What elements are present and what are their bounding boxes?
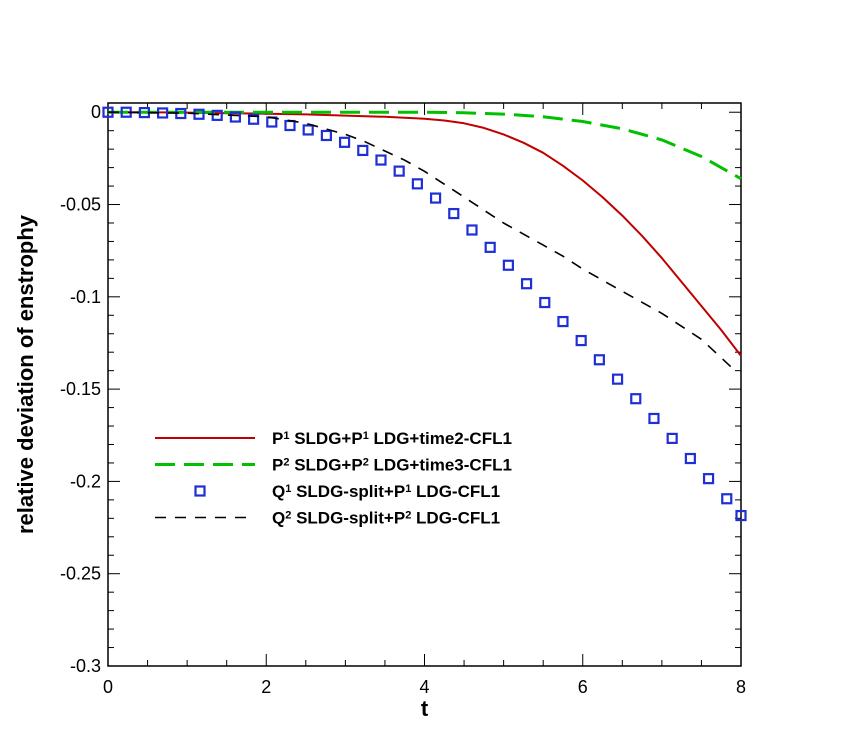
legend-entry: Q2 SLDG-split+P2 LDG-CFL1 <box>155 509 500 528</box>
plot-frame <box>107 102 742 667</box>
legend-text-part: LDG-CFL1 <box>411 509 500 528</box>
data-point <box>411 178 423 190</box>
legend-text-part: P <box>272 456 283 475</box>
x-tick-label: 2 <box>261 677 271 697</box>
data-point <box>630 393 642 405</box>
legend-superscript: 1 <box>405 483 411 495</box>
legend-text-part: SLDG-split+P <box>291 509 405 528</box>
data-point <box>721 493 733 505</box>
data-point <box>575 334 587 347</box>
data-point <box>557 315 569 328</box>
legend-entry: P1 SLDG+P1 LDG+time2-CFL1 <box>155 429 512 448</box>
legend-superscript: 1 <box>285 483 291 495</box>
y-tick-label: -0.15 <box>60 379 101 399</box>
legend-label: Q1 SLDG-split+P1 LDG-CFL1 <box>272 482 500 501</box>
data-point <box>393 165 405 177</box>
data-point <box>211 109 223 121</box>
data-point <box>484 241 496 253</box>
legend-text-part: P <box>272 429 283 448</box>
legend-entry: Q1 SLDG-split+P1 LDG-CFL1 <box>194 482 500 501</box>
data-point <box>375 154 387 166</box>
data-point <box>320 129 332 142</box>
y-tick-label: 0 <box>91 102 101 122</box>
data-point <box>429 192 442 204</box>
x-tick-label: 0 <box>103 677 113 697</box>
data-point <box>611 373 624 385</box>
data-point <box>539 296 551 309</box>
legend-superscript: 1 <box>283 430 289 442</box>
data-point <box>229 111 241 123</box>
data-point <box>357 144 369 157</box>
data-point <box>684 452 696 465</box>
legend-text-part: SLDG-split+P <box>291 482 405 501</box>
legend-text-part: SLDG+P <box>289 429 362 448</box>
legend-superscript: 2 <box>285 510 291 522</box>
data-point <box>284 119 296 132</box>
data-point <box>648 412 660 425</box>
x-axis-title: t <box>421 696 429 721</box>
legend-label: P1 SLDG+P1 LDG+time2-CFL1 <box>272 429 512 448</box>
data-point <box>735 509 747 522</box>
y-tick-label: -0.05 <box>60 195 101 215</box>
axis-ticks <box>107 103 742 667</box>
data-point <box>593 354 605 366</box>
tick-labels: 0 2 4 6 8 0 -0.05 -0.1 -0.15 -0.2 -0.25 -0.3 <box>60 102 746 697</box>
legend-text-part: LDG+time3-CFL1 <box>369 456 512 475</box>
legend-superscript: 1 <box>363 430 369 442</box>
legend-label: P2 SLDG+P2 LDG+time3-CFL1 <box>272 456 512 475</box>
x-tick-label: 4 <box>419 677 429 697</box>
series-line <box>107 111 734 370</box>
legend-text-part: Q <box>272 509 285 528</box>
legend-label: Q2 SLDG-split+P2 LDG-CFL1 <box>272 509 500 528</box>
legend-superscript: 2 <box>283 457 289 469</box>
legend-superscript: 2 <box>405 510 411 522</box>
legend-text-part: LDG+time2-CFL1 <box>369 429 512 448</box>
series-line <box>108 110 742 181</box>
series-1 <box>108 111 742 357</box>
y-tick-label: -0.1 <box>70 287 101 307</box>
legend-text-part: SLDG+P <box>289 456 362 475</box>
series-layer <box>102 106 747 522</box>
x-tick-label: 8 <box>736 677 746 697</box>
series-3 <box>102 106 747 522</box>
data-point <box>338 136 351 148</box>
y-tick-label: -0.2 <box>70 471 101 491</box>
y-tick-label: -0.25 <box>60 564 101 584</box>
legend-superscript: 2 <box>363 457 369 469</box>
data-point <box>302 124 314 136</box>
data-point <box>702 473 715 485</box>
legend-entry: P2 SLDG+P2 LDG+time3-CFL1 <box>155 456 512 475</box>
series-4 <box>107 111 734 370</box>
x-tick-label: 6 <box>578 677 588 697</box>
data-point <box>502 259 514 271</box>
data-point <box>247 113 260 125</box>
data-point <box>520 278 533 290</box>
y-axis-title: relative deviation of enstrophy <box>13 214 38 534</box>
data-point <box>466 224 478 236</box>
legend-text-part: Q <box>272 482 285 501</box>
series-line <box>108 111 742 357</box>
legend-text-part: LDG-CFL1 <box>411 482 500 501</box>
series-2 <box>108 110 742 181</box>
legend-marker <box>194 485 206 497</box>
data-point <box>448 207 460 220</box>
y-tick-label: -0.3 <box>70 656 101 676</box>
data-point <box>666 432 678 445</box>
